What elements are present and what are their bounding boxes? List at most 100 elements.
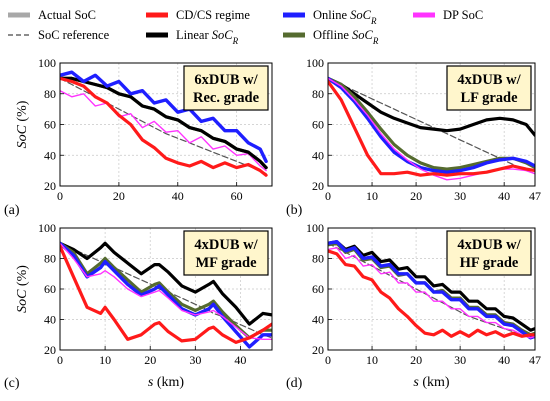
series-line	[328, 240, 535, 332]
y-tick-label: 40	[312, 148, 324, 162]
y-tick-label: 20	[44, 343, 56, 357]
x-axis-label: s (km)	[413, 375, 450, 390]
legend-label: Offline SoCR	[313, 28, 379, 46]
series-line	[60, 89, 267, 172]
panel-label: (b)	[286, 203, 303, 218]
series-line	[328, 79, 535, 177]
x-tick-label: 60	[231, 189, 243, 203]
x-tick-label: 20	[410, 189, 422, 203]
legend-item: CD/CS regime	[146, 8, 250, 22]
chart-panel: 20 40 60 80 100 0 10 20 30 40 47 s (km) (d) 4xDUB w/H…	[286, 221, 541, 391]
series-line	[328, 249, 535, 338]
legend-label: Actual SoC	[38, 8, 96, 22]
series-line	[328, 76, 535, 174]
annotation-box: 4xDUB w/MF grade	[183, 230, 269, 276]
panel-label: (c)	[4, 376, 20, 391]
annotation-text: LF grade	[460, 90, 518, 106]
y-tick-label: 40	[44, 148, 56, 162]
legend-label-italic: SoC	[352, 28, 374, 42]
series-group	[328, 239, 535, 340]
y-tick-label: 20	[312, 343, 324, 357]
chart-panel: 20 40 60 80 100 0 10 20 30 40 47 (b) 4xDUB w/LF grad…	[286, 56, 541, 218]
y-axis-label: SoC (%)	[15, 100, 30, 148]
x-tick-label: 40	[234, 353, 246, 367]
series-group	[60, 70, 268, 177]
panel-label: (d)	[286, 376, 303, 391]
y-tick-label: 80	[44, 252, 56, 266]
legend-item: Linear SoCR	[146, 28, 239, 46]
x-tick-label: 40	[498, 353, 510, 367]
annotation-text: Rec. grade	[193, 90, 260, 106]
legend: Actual SoC CD/CS regime Online SoCR DP SoC S…	[8, 8, 483, 46]
x-tick-label: 10	[366, 353, 378, 367]
annotation-text: 4xDUB w/	[457, 237, 521, 253]
annotation-text: 4xDUB w/	[457, 72, 521, 88]
panel-label: (a)	[4, 203, 20, 218]
y-tick-label: 20	[44, 179, 56, 193]
series-line	[60, 241, 272, 326]
legend-item: Online SoCR	[283, 8, 377, 26]
y-tick-label: 100	[38, 56, 56, 70]
y-tick-label: 60	[312, 118, 324, 132]
annotation-text: 4xDUB w/	[194, 237, 258, 253]
series-line	[60, 76, 268, 177]
legend-label: Linear SoCR	[176, 28, 239, 46]
legend-item: Actual SoC	[8, 8, 96, 22]
legend-item: DP SoC	[413, 8, 483, 22]
x-tick-label: 47	[529, 353, 541, 367]
legend-label: DP SoC	[443, 8, 483, 22]
x-tick-label: 0	[325, 189, 331, 203]
y-tick-label: 40	[312, 313, 324, 327]
x-tick-label: 30	[454, 353, 466, 367]
x-axis-label: s (km)	[148, 375, 185, 390]
x-tick-label: 10	[366, 189, 378, 203]
annotation-text: HF grade	[460, 255, 519, 271]
series-line	[60, 242, 272, 340]
x-tick-label: 0	[325, 353, 331, 367]
legend-label: SoC reference	[38, 28, 110, 42]
x-tick-label: 47	[529, 189, 541, 203]
legend-label-italic: SoC	[212, 28, 234, 42]
annotation-box: 4xDUB w/HF grade	[446, 230, 532, 276]
annotation-box: 6xDUB w/Rec. grade	[183, 65, 269, 111]
y-tick-label: 100	[306, 221, 324, 235]
x-tick-label: 40	[172, 189, 184, 203]
legend-item: Offline SoCR	[283, 28, 379, 46]
y-tick-label: 60	[44, 118, 56, 132]
legend-label: CD/CS regime	[176, 8, 250, 22]
y-tick-label: 80	[312, 87, 324, 101]
series-line	[60, 241, 272, 340]
y-tick-label: 20	[312, 179, 324, 193]
y-tick-label: 100	[306, 56, 324, 70]
series-line	[328, 242, 535, 339]
series-group	[328, 76, 535, 181]
series-line	[60, 241, 272, 349]
x-tick-label: 20	[144, 353, 156, 367]
series-group	[60, 241, 272, 349]
series-line	[60, 244, 272, 344]
x-tick-label: 20	[410, 353, 422, 367]
y-tick-label: 60	[44, 282, 56, 296]
x-tick-label: 30	[454, 189, 466, 203]
annotation-text: 6xDUB w/	[194, 72, 258, 88]
series-line	[328, 239, 535, 340]
y-tick-label: 40	[44, 313, 56, 327]
legend-label: Online SoCR	[313, 8, 377, 26]
series-line	[328, 76, 535, 137]
series-line	[328, 247, 535, 339]
x-tick-label: 20	[113, 189, 125, 203]
annotation-text: MF grade	[195, 255, 257, 271]
x-tick-label: 30	[189, 353, 201, 367]
x-tick-label: 0	[57, 189, 63, 203]
y-tick-label: 80	[312, 252, 324, 266]
annotation-box: 4xDUB w/LF grade	[446, 65, 532, 111]
chart-panel: 20 40 60 80 100 0 10 20 30 40 SoC (%) s (km) (c) 4xDU…	[4, 221, 273, 391]
x-tick-label: 10	[99, 353, 111, 367]
y-tick-label: 100	[38, 221, 56, 235]
y-tick-label: 80	[44, 87, 56, 101]
x-tick-label: 0	[57, 353, 63, 367]
series-line	[60, 76, 268, 170]
